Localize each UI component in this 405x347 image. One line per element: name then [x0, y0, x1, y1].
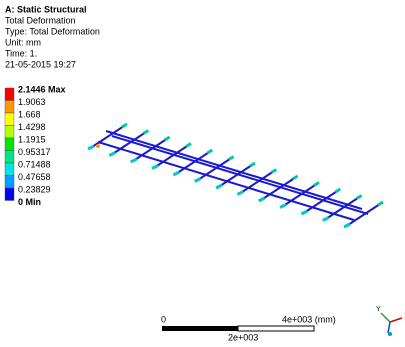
legend-label: 1.9063 [18, 97, 46, 107]
legend-swatch [5, 126, 14, 139]
legend-label: 0.95317 [18, 147, 51, 157]
scale-bar-black [162, 326, 238, 331]
header-title: A: Static Structural [5, 4, 87, 14]
scale-middle: 2e+003 [228, 332, 258, 342]
triad-label: Y [376, 306, 381, 313]
legend-label: 0.47658 [18, 172, 51, 182]
header-line: 21-05-2015 19:27 [5, 59, 76, 69]
header-line: Total Deformation [5, 15, 76, 25]
scale-start: 0 [161, 314, 166, 324]
legend-swatch [5, 176, 14, 189]
legend-swatch [5, 151, 14, 164]
legend-label: 1.4298 [18, 122, 46, 132]
legend-label: 0.71488 [18, 159, 51, 169]
legend-label: 0 Min [18, 197, 41, 207]
header-line: Time: 1. [5, 48, 37, 58]
legend-label: 1.1915 [18, 134, 46, 144]
legend-label: 1.668 [18, 109, 41, 119]
legend-swatch [5, 163, 14, 176]
header-line: Type: Total Deformation [5, 26, 100, 36]
legend-swatch [5, 138, 14, 151]
scale-bar-white [238, 326, 314, 331]
legend-swatch [5, 188, 14, 201]
viewport: A: Static Structural Total Deformation T… [0, 0, 405, 347]
legend-swatch [5, 101, 14, 114]
legend-swatch [5, 88, 14, 101]
triad-origin [388, 332, 392, 336]
scale-end: 4e+003 (mm) [282, 314, 336, 324]
max-marker [96, 144, 100, 148]
legend-label: 0.23829 [18, 184, 51, 194]
legend-label: 2.1446 Max [18, 84, 66, 94]
header-line: Unit: mm [5, 37, 41, 47]
legend-swatch [5, 113, 14, 126]
